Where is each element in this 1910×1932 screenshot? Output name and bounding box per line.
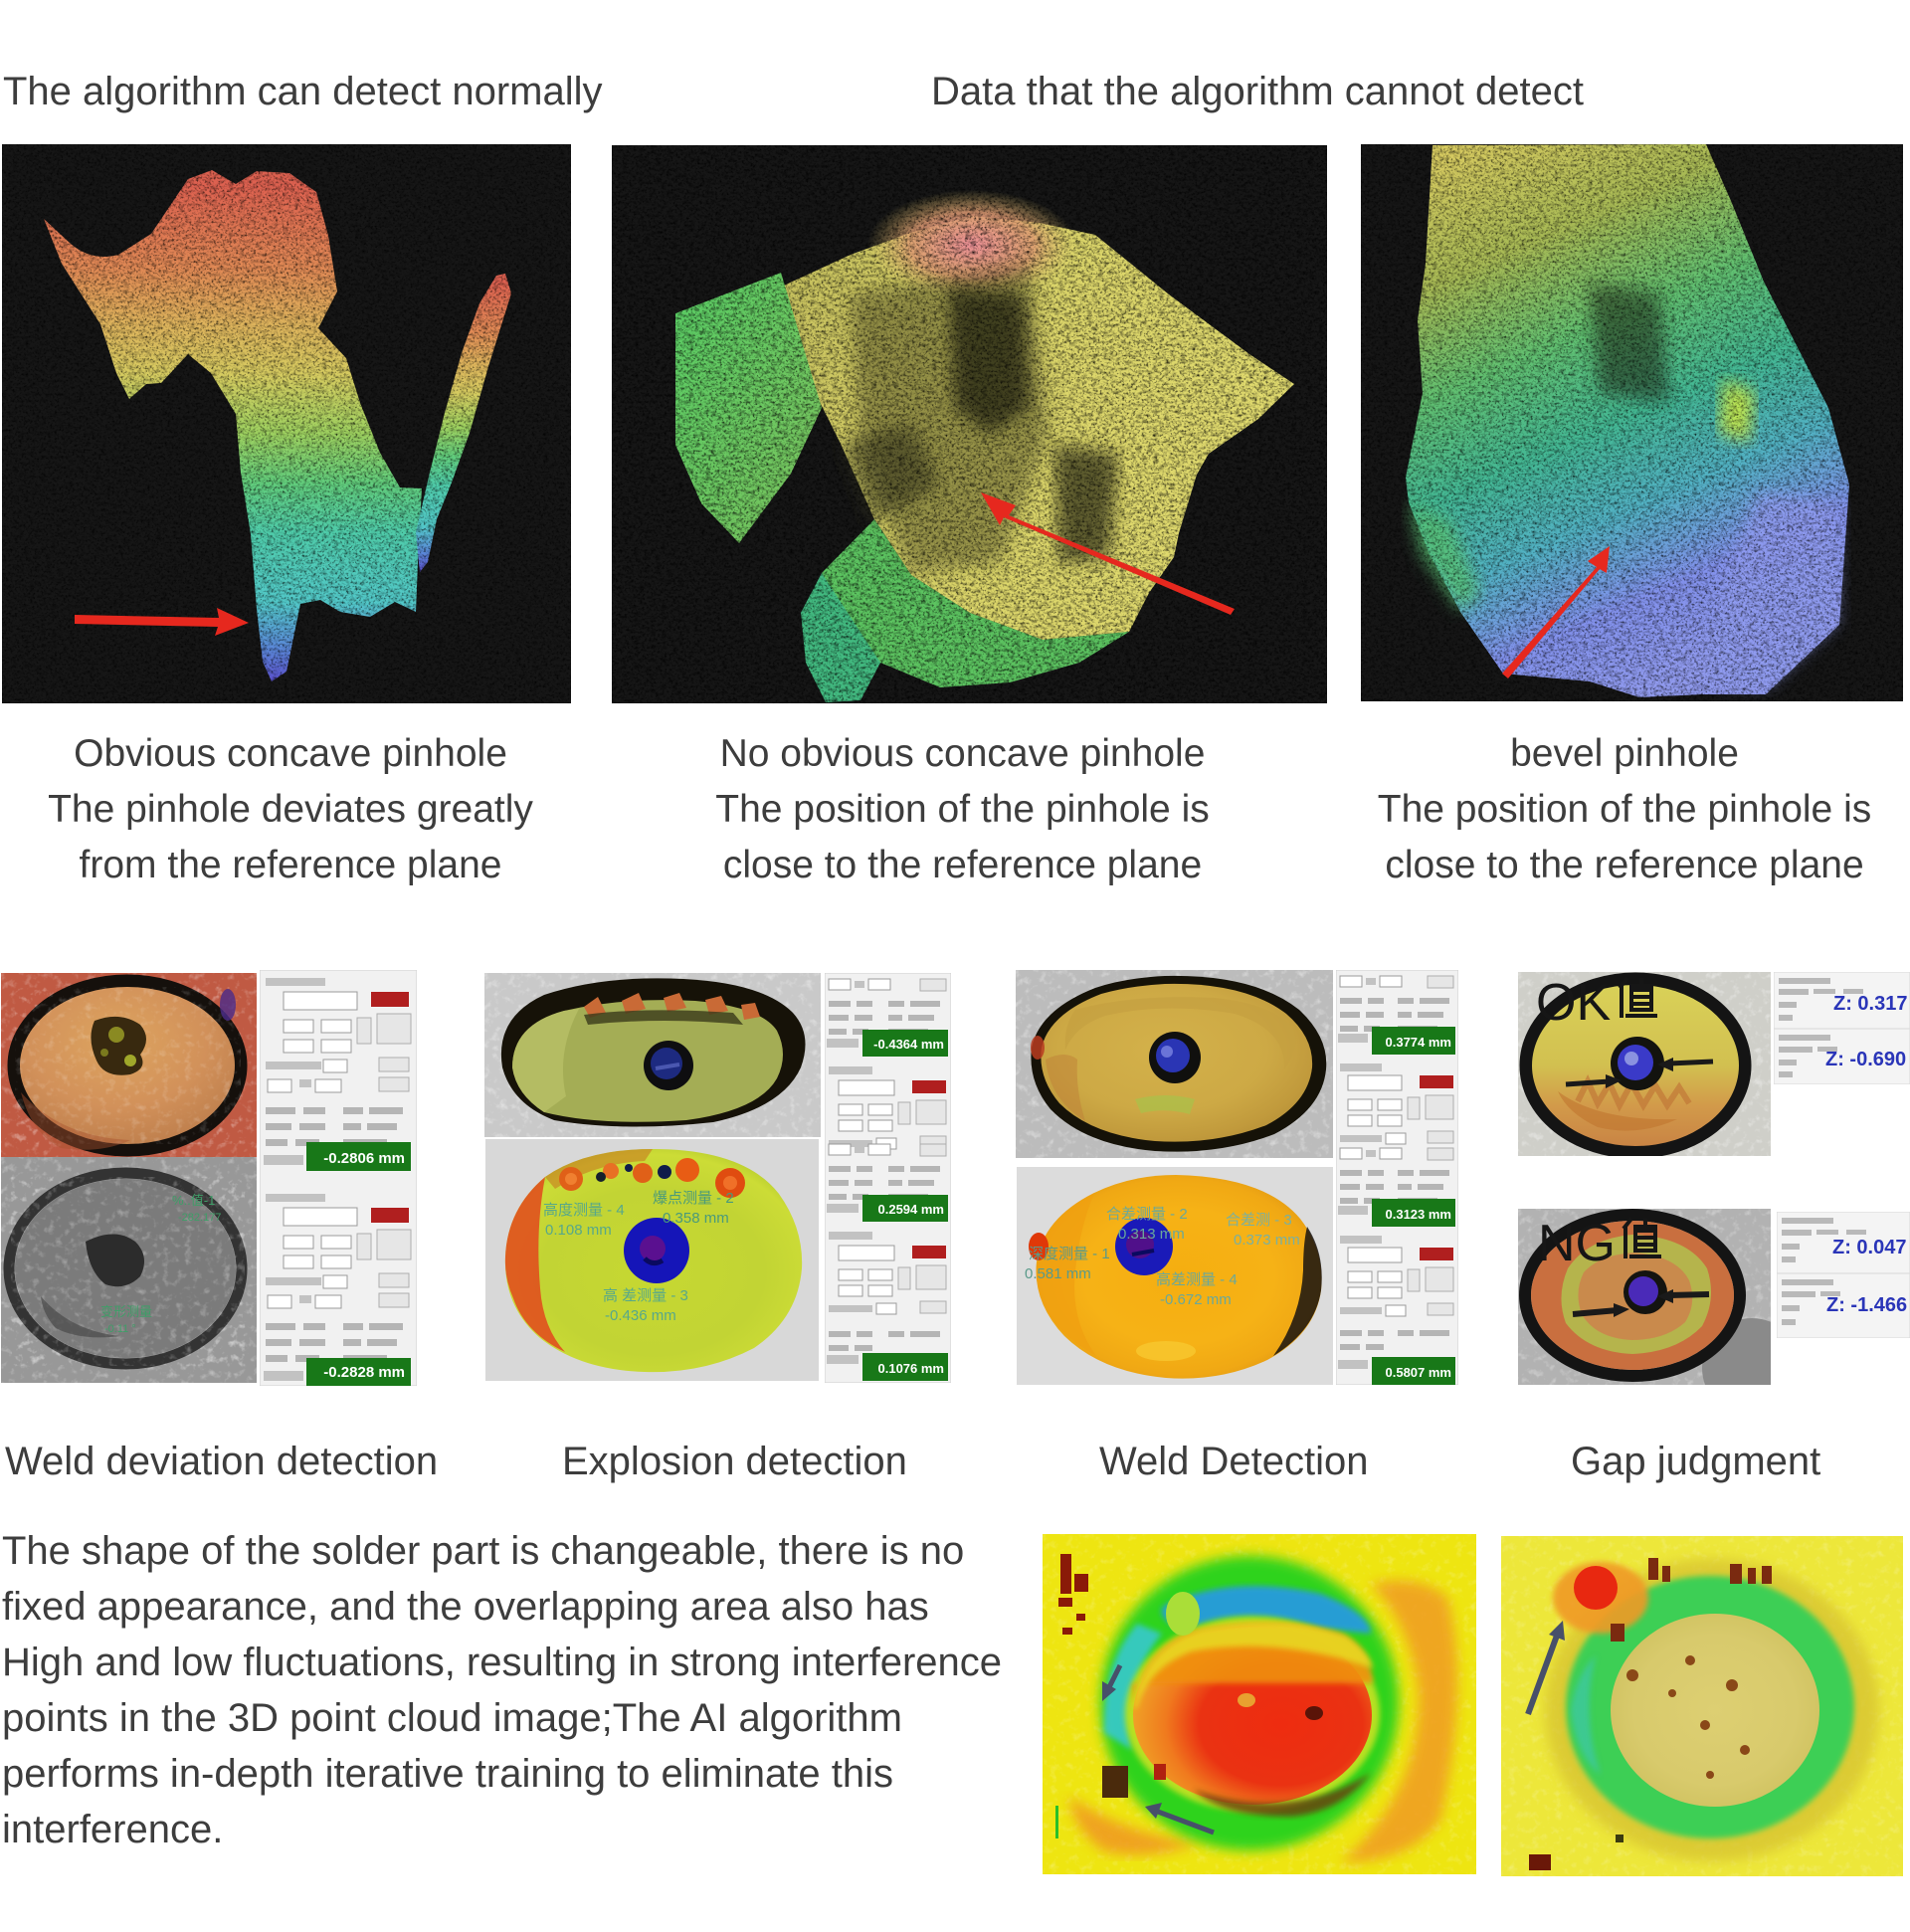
- svg-text:0.108 mm: 0.108 mm: [545, 1222, 612, 1239]
- svg-text:-0.11 °: -0.11 °: [104, 1323, 136, 1335]
- svg-text:0.358 mm: 0.358 mm: [663, 1210, 729, 1227]
- svg-text:%..值-1: %..值-1: [172, 1193, 215, 1208]
- svg-text:-0.2828 mm: -0.2828 mm: [323, 1364, 405, 1381]
- svg-text:0.3774 mm: 0.3774 mm: [1386, 1035, 1452, 1050]
- svg-text:0.3123 mm: 0.3123 mm: [1386, 1207, 1452, 1222]
- svg-text:高 差测量 - 3: 高 差测量 - 3: [603, 1287, 688, 1304]
- svg-text:高度测量 - 4: 高度测量 - 4: [543, 1202, 625, 1219]
- svg-text:0.5807 mm: 0.5807 mm: [1386, 1365, 1452, 1380]
- svg-text:爆点测量 - 2: 爆点测量 - 2: [653, 1190, 734, 1207]
- svg-text:0.1076 mm: 0.1076 mm: [878, 1361, 945, 1376]
- svg-text:-0.436 mm: -0.436 mm: [605, 1307, 676, 1324]
- svg-text:0.2594 mm: 0.2594 mm: [878, 1202, 945, 1217]
- svg-text:NG: NG: [1538, 1215, 1616, 1272]
- svg-text:合差测 - 3: 合差测 - 3: [1226, 1212, 1292, 1229]
- svg-text:-0.4364 mm: -0.4364 mm: [873, 1037, 944, 1052]
- svg-text:Z: -1.466: Z: -1.466: [1826, 1294, 1907, 1316]
- svg-text:深度测量 - 1: 深度测量 - 1: [1029, 1246, 1110, 1262]
- svg-text:OK: OK: [1536, 974, 1611, 1032]
- svg-text:0.373 mm: 0.373 mm: [1234, 1232, 1300, 1249]
- svg-text:0.313 mm: 0.313 mm: [1118, 1226, 1185, 1243]
- svg-text:-0.2806 mm: -0.2806 mm: [323, 1150, 405, 1167]
- svg-text:-282.177: -282.177: [178, 1212, 221, 1224]
- svg-text:变形测量: 变形测量: [100, 1304, 152, 1319]
- svg-text:Z: 0.317: Z: 0.317: [1833, 993, 1907, 1015]
- svg-text:0.581 mm: 0.581 mm: [1025, 1265, 1091, 1282]
- svg-text:合差测量 - 2: 合差测量 - 2: [1106, 1206, 1188, 1223]
- svg-text:-0.672 mm: -0.672 mm: [1160, 1291, 1232, 1308]
- svg-text:Z: 0.047: Z: 0.047: [1832, 1237, 1906, 1258]
- svg-text:Z: -0.690: Z: -0.690: [1825, 1049, 1906, 1070]
- svg-text:高差测量 - 4: 高差测量 - 4: [1156, 1271, 1238, 1288]
